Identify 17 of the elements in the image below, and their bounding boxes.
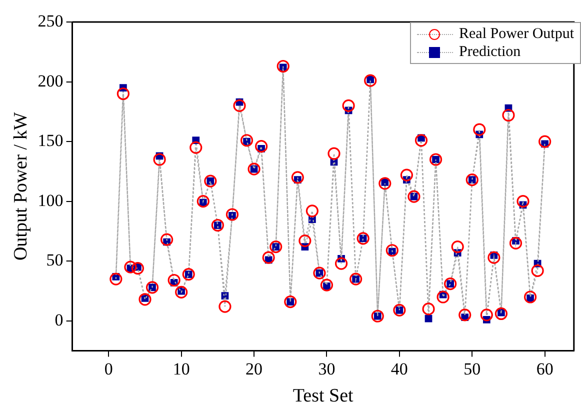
x-tick-label: 60 (536, 359, 554, 378)
x-axis-title: Test Set (292, 386, 354, 407)
legend-label: Real Power Output (459, 25, 574, 43)
x-tick-label: 40 (390, 359, 408, 378)
x-tick-label: 50 (464, 359, 481, 378)
y-tick-label: 50 (46, 250, 64, 270)
y-tick-label: 0 (54, 310, 64, 330)
y-tick-label: 200 (38, 71, 64, 90)
y-tick-label: 250 (38, 11, 64, 30)
y-axis-title: Output Power / kW (10, 112, 32, 261)
y-tick-label: 100 (38, 190, 64, 210)
x-tick-label: 30 (318, 359, 336, 378)
x-tick-label: 20 (246, 359, 263, 378)
x-tick-label: 0 (104, 359, 113, 378)
legend-label: Prediction (459, 43, 521, 61)
y-tick-label: 150 (38, 131, 64, 150)
x-tick-label: 10 (172, 359, 190, 378)
